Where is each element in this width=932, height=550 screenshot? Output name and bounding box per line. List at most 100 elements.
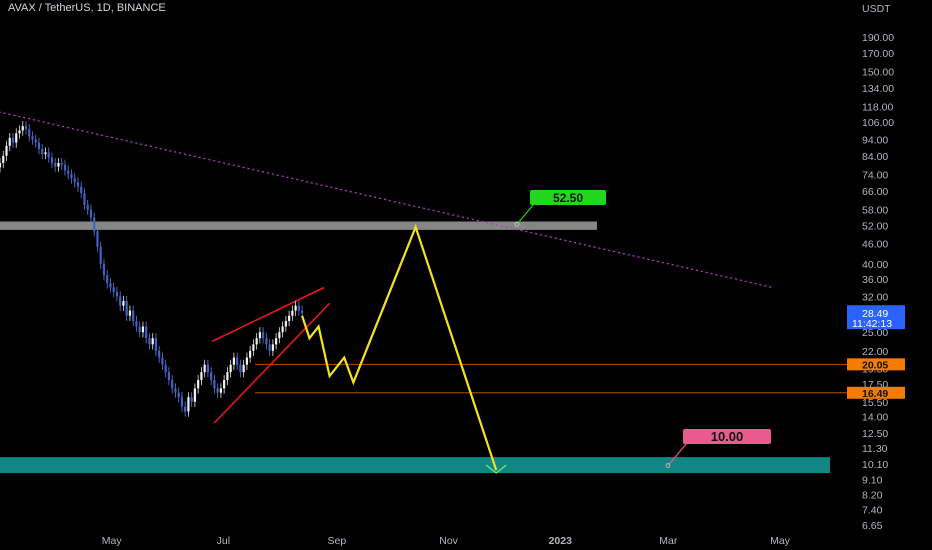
trendline[interactable] [0,106,773,289]
candle-body [106,275,109,284]
price-tick-label: 40.00 [862,259,888,271]
price-zone [0,221,597,230]
price-tick-label: 25.00 [862,327,888,339]
target-badge-label: 52.50 [553,191,583,205]
level-tag [847,386,905,399]
candle-body [180,397,184,407]
price-tick-label: 15.50 [862,397,888,409]
target-badge[interactable] [683,429,771,444]
price-tick-label: 22.00 [862,346,888,358]
candle-body [80,186,83,194]
current-price-tag [847,305,905,330]
price-tick-label: 84.00 [862,151,888,163]
candle-body [177,392,180,398]
candle-body [15,133,18,143]
candle-body [2,155,5,163]
candle-body [28,128,31,137]
price-tick-label: 94.00 [862,134,888,146]
candle-body [171,380,174,389]
candle-body [301,310,304,314]
target-badge-label: 10.00 [711,429,744,444]
candle-body [297,305,300,311]
candle-body [158,350,161,358]
candle-body [93,217,96,232]
candle-body [122,300,125,306]
candle-body [275,338,278,345]
candle-body [268,344,271,351]
candle-body [112,287,115,292]
trendline[interactable] [213,302,331,424]
candle-body [203,364,206,373]
candle-body [89,209,93,218]
price-tick-label: 190.00 [862,32,894,44]
candle-body [0,162,2,168]
candle-body [132,310,135,322]
price-tick-label: 32.00 [862,291,888,303]
candle-body [216,388,219,393]
projection-path[interactable] [301,223,498,471]
candle-body [125,300,128,316]
price-tick-label: 66.00 [862,186,888,198]
candle-body [138,326,141,333]
price-axis[interactable] [855,0,932,550]
candle-body [190,397,193,402]
candle-body [86,204,89,210]
price-tick-label: 46.00 [862,238,888,250]
candle-body [164,364,167,373]
candle-body [135,321,138,327]
candle-body [288,315,291,322]
price-tick-label: 10.10 [862,459,888,471]
current-price-label: 28.49 [862,308,888,320]
target-badge[interactable] [530,190,606,205]
price-tick-label: 6.65 [862,520,883,532]
candle-body [76,182,80,187]
candle-body [83,193,86,205]
candle-body [232,357,235,365]
candle-body [284,321,287,327]
candle-body [154,338,158,351]
price-tick-label: 150.00 [862,66,894,78]
time-tick-label: 2023 [549,535,573,547]
candle-body [281,326,284,333]
candle-body [193,388,197,402]
candle-body [223,380,226,389]
price-countdown: 11:42:13 [852,318,892,330]
candle-body [197,380,200,389]
candle-body [167,372,171,381]
candle-body [44,152,47,155]
candle-body [174,388,177,393]
target-pointer [667,442,688,466]
candle-body [102,263,106,276]
candle-body [265,338,268,345]
price-tick-label: 52.00 [862,221,888,233]
candle-body [141,326,145,333]
candle-body [245,357,248,365]
candle-body [73,178,76,183]
price-tick-label: 12.50 [862,428,888,440]
price-zone [0,457,830,474]
candle-body [291,310,294,316]
candle-body [54,162,57,167]
candle-body [278,332,281,339]
candle-body [109,283,112,288]
candle-body [57,162,60,167]
trendline[interactable] [212,286,325,342]
candle-body [31,136,34,140]
candle-body [206,364,210,373]
candle-body [60,162,63,165]
candle-body [21,126,24,131]
candle-body [50,157,54,163]
candle-body [219,388,222,393]
price-tick-label: 170.00 [862,48,894,60]
price-tick-label: 9.10 [862,474,883,486]
price-tick-label: 7.40 [862,504,883,516]
price-tick-label: 36.00 [862,274,888,286]
time-tick-label: Jul [217,535,230,547]
price-tick-label: 8.20 [862,489,883,501]
price-tick-label: 106.00 [862,117,894,129]
candle-body [262,332,265,339]
candle-body [67,170,70,175]
candle-body [258,332,261,339]
candle-body [5,145,8,156]
